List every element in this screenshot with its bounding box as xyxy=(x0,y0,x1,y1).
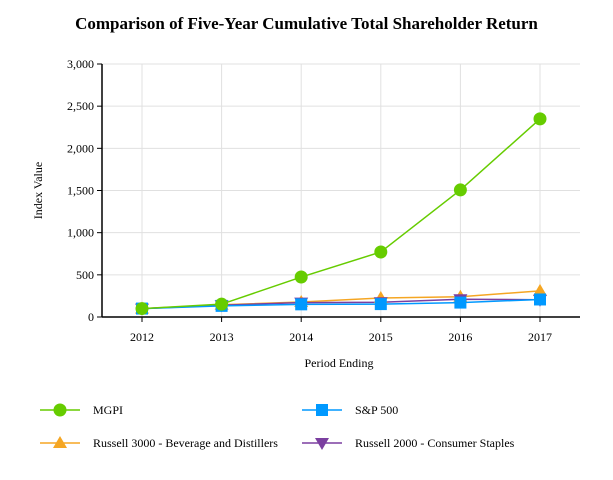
y-tick-label: 500 xyxy=(76,268,94,282)
data-point xyxy=(453,183,467,197)
data-point xyxy=(215,297,229,311)
data-point xyxy=(534,293,546,306)
x-axis-label: Period Ending xyxy=(305,356,374,370)
y-tick-label: 1,500 xyxy=(67,184,94,198)
y-axis-label: Index Value xyxy=(31,162,45,219)
legend-marker xyxy=(53,436,67,448)
y-tick-label: 3,000 xyxy=(67,57,94,71)
y-tick-label: 2,500 xyxy=(67,99,94,113)
data-point xyxy=(294,270,308,284)
x-tick-label: 2013 xyxy=(210,330,234,344)
legend-label: Russell 3000 - Beverage and Distillers xyxy=(93,436,278,450)
legend-marker xyxy=(316,404,328,416)
series-line xyxy=(141,298,541,310)
x-tick-label: 2017 xyxy=(528,330,552,344)
legend-label: S&P 500 xyxy=(355,403,398,417)
series-line xyxy=(141,118,541,310)
chart-title: Comparison of Five-Year Cumulative Total… xyxy=(75,14,538,33)
data-point xyxy=(295,298,308,311)
legend-label: MGPI xyxy=(93,403,123,417)
data-point xyxy=(135,302,149,316)
legend-marker xyxy=(53,403,67,417)
data-point xyxy=(454,296,467,309)
data-point xyxy=(533,112,547,126)
x-tick-label: 2016 xyxy=(448,330,472,344)
legend-marker xyxy=(315,438,329,450)
x-tick-label: 2015 xyxy=(369,330,393,344)
data-point xyxy=(533,283,547,296)
x-tick-label: 2012 xyxy=(130,330,154,344)
y-tick-label: 0 xyxy=(88,310,94,324)
y-tick-label: 1,000 xyxy=(67,226,94,240)
data-point xyxy=(374,298,387,311)
x-tick-label: 2014 xyxy=(289,330,313,344)
y-tick-label: 2,000 xyxy=(67,141,94,155)
data-point xyxy=(374,245,388,259)
legend-label: Russell 2000 - Consumer Staples xyxy=(355,436,515,450)
